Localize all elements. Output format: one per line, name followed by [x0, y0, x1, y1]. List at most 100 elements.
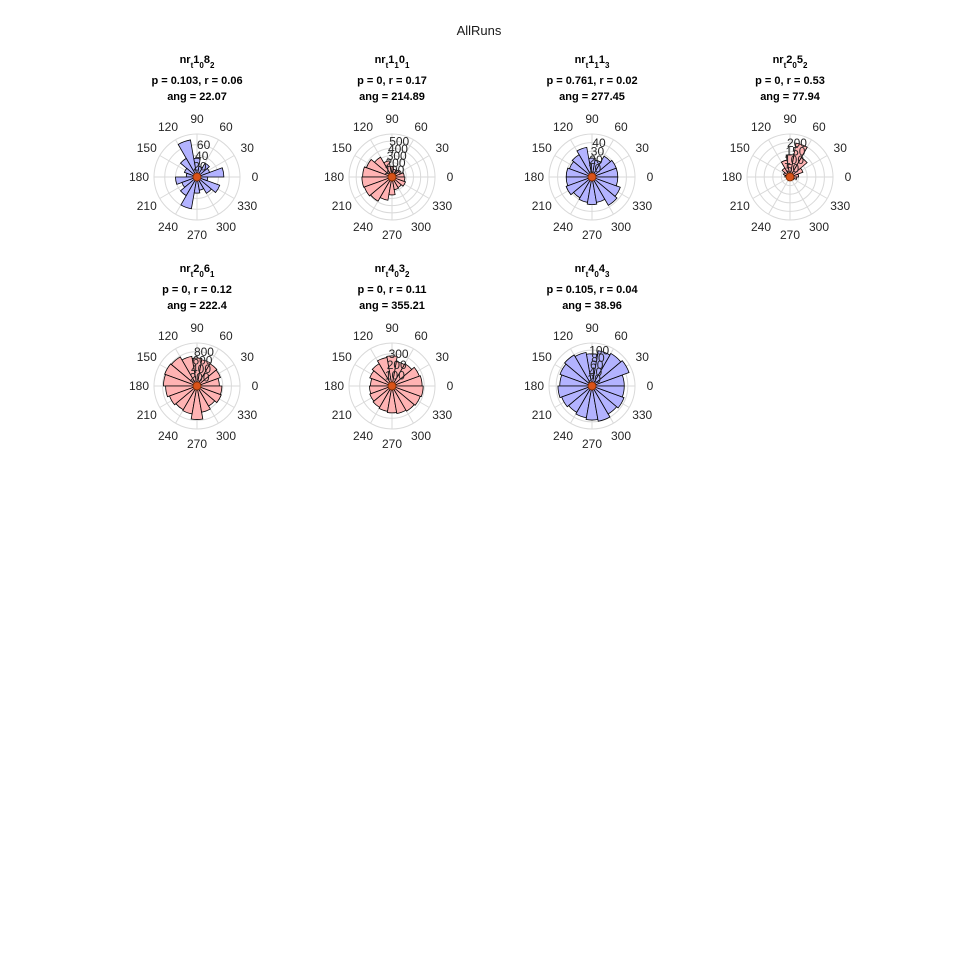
histogram-bin — [193, 176, 201, 194]
r-tick-label: 150 — [785, 145, 805, 159]
theta-tick-label: 270 — [382, 228, 402, 242]
theta-tick-label: 270 — [582, 228, 602, 242]
theta-tick-label: 90 — [190, 321, 204, 335]
theta-grid-line — [789, 176, 828, 199]
theta-tick-label: 90 — [783, 112, 797, 126]
theta-tick-label: 330 — [237, 199, 257, 213]
histogram-bin — [591, 155, 612, 178]
theta-grid-line — [768, 176, 791, 215]
theta-tick-label: 210 — [532, 408, 552, 422]
histogram-bin — [391, 366, 420, 387]
theta-tick-label: 240 — [353, 220, 373, 234]
panel-stats: p = 0.761, r = 0.02 — [546, 75, 637, 87]
histogram-bin — [591, 352, 622, 387]
theta-tick-label: 120 — [353, 329, 373, 343]
theta-tick-label: 150 — [137, 350, 157, 364]
theta-tick-label: 0 — [447, 170, 454, 184]
polar-panel: nrt4032 p = 0, r = 0.11 ang = 355.21 100200… — [324, 263, 454, 451]
panel-title: nrt1113 — [575, 54, 610, 70]
theta-tick-label: 30 — [241, 141, 255, 155]
histogram-bin — [586, 176, 598, 205]
r-tick-label: 40 — [592, 136, 606, 150]
histogram-bin — [386, 355, 398, 387]
r-tick-label: 400 — [191, 362, 211, 376]
theta-tick-label: 60 — [812, 120, 826, 134]
theta-tick-label: 0 — [647, 170, 654, 184]
theta-tick-label: 300 — [411, 429, 431, 443]
theta-tick-label: 120 — [553, 120, 573, 134]
histogram-bin — [177, 139, 198, 178]
histogram-bin — [163, 374, 198, 387]
theta-tick-label: 30 — [436, 350, 450, 364]
theta-tick-label: 0 — [447, 379, 454, 393]
panel-angle: ang = 277.45 — [559, 91, 625, 103]
theta-tick-label: 330 — [432, 199, 452, 213]
histogram-bin — [591, 385, 611, 422]
panel-angle: ang = 38.96 — [562, 300, 622, 312]
histogram-bin — [561, 385, 593, 408]
theta-tick-label: 270 — [187, 228, 207, 242]
histogram-bin — [369, 370, 393, 387]
theta-tick-label: 240 — [158, 220, 178, 234]
r-tick-label: 500 — [389, 135, 409, 149]
theta-tick-label: 120 — [553, 329, 573, 343]
panel-angle: ang = 77.94 — [760, 91, 821, 103]
r-tick-label: 40 — [589, 365, 603, 379]
theta-tick-label: 270 — [382, 437, 402, 451]
theta-tick-label: 120 — [751, 120, 771, 134]
panel-title: nrt4032 — [375, 263, 410, 279]
histogram-bin — [164, 363, 198, 387]
histogram-bin — [371, 363, 393, 387]
r-tick-label: 600 — [192, 354, 212, 368]
panel-title: nrt1082 — [180, 54, 215, 70]
theta-tick-label: 0 — [252, 379, 259, 393]
theta-tick-label: 180 — [129, 379, 149, 393]
histogram-bin — [379, 176, 393, 201]
histogram-bin — [591, 176, 621, 197]
theta-tick-label: 60 — [414, 329, 428, 343]
theta-tick-label: 120 — [158, 120, 178, 134]
histogram-bin — [559, 363, 593, 387]
theta-tick-label: 300 — [809, 220, 829, 234]
panel-title: nrt2061 — [180, 263, 215, 279]
theta-grid-line — [789, 176, 812, 215]
center-marker — [587, 381, 597, 391]
panel-stats: p = 0.103, r = 0.06 — [151, 75, 242, 87]
histogram-bin — [576, 146, 593, 178]
theta-tick-label: 330 — [632, 408, 652, 422]
theta-tick-label: 180 — [324, 170, 344, 184]
r-tick-label: 200 — [385, 156, 405, 170]
r-tick-label: 200 — [189, 371, 209, 385]
r-tick-label: 100 — [385, 368, 405, 382]
theta-tick-label: 300 — [216, 429, 236, 443]
theta-tick-label: 240 — [158, 429, 178, 443]
theta-tick-label: 270 — [780, 228, 800, 242]
theta-tick-label: 30 — [636, 141, 650, 155]
theta-tick-label: 30 — [436, 141, 450, 155]
histogram-bin — [196, 162, 210, 178]
histogram-bin — [591, 159, 617, 178]
theta-tick-label: 0 — [252, 170, 259, 184]
theta-tick-label: 180 — [129, 170, 149, 184]
panel-angle: ang = 355.21 — [359, 300, 425, 312]
panel-stats: p = 0.105, r = 0.04 — [546, 284, 638, 296]
theta-tick-label: 90 — [190, 112, 204, 126]
center-marker — [785, 172, 795, 182]
theta-tick-label: 240 — [553, 429, 573, 443]
theta-tick-label: 150 — [532, 350, 552, 364]
theta-tick-label: 180 — [524, 379, 544, 393]
theta-tick-label: 120 — [353, 120, 373, 134]
theta-tick-label: 300 — [611, 220, 631, 234]
center-marker — [587, 172, 597, 182]
theta-tick-label: 300 — [216, 220, 236, 234]
r-tick-label: 100 — [384, 163, 404, 177]
theta-tick-label: 90 — [385, 112, 399, 126]
histogram-bin — [785, 154, 795, 178]
panel-stats: p = 0, r = 0.17 — [357, 75, 427, 87]
theta-tick-label: 90 — [385, 321, 399, 335]
r-tick-label: 100 — [589, 344, 609, 358]
r-tick-label: 800 — [194, 345, 214, 359]
histogram-bin — [376, 356, 393, 387]
